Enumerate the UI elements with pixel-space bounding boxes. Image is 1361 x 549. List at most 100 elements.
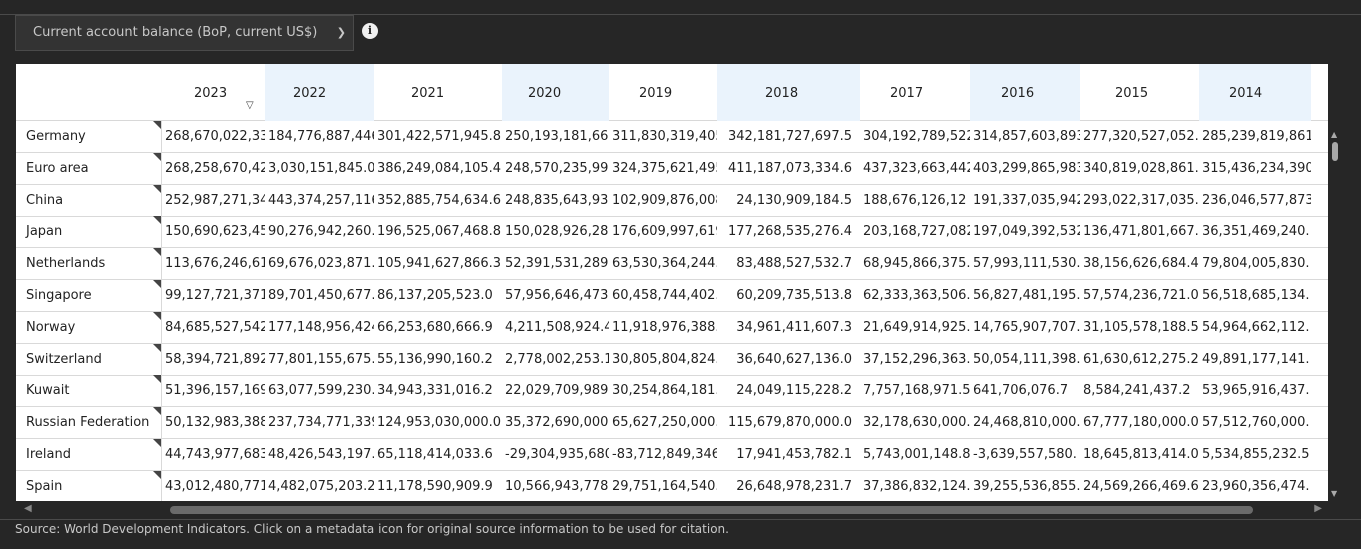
column-header-5[interactable]: 2018 [717, 64, 860, 121]
value-cell: 11,178,590,909.9 [377, 478, 493, 494]
value-cell: 77,801,155,675. [268, 351, 374, 367]
value-cell: 176,609,997,619 [612, 224, 717, 240]
value-cell: 99,127,721,371. [165, 288, 265, 303]
top-divider [0, 14, 1361, 15]
value-cell: 56,518,685,134. [1202, 288, 1310, 303]
vertical-scrollbar[interactable]: ▲ ▼ [1328, 130, 1344, 500]
value-cell: 29,751,164,540. [612, 478, 717, 494]
value-cell: 115,679,870,000.0 [727, 415, 852, 431]
chevron-down-icon: ❯ [336, 26, 346, 39]
indicator-select[interactable]: Current account balance (BoP, current US… [15, 15, 354, 51]
value-cell: 86,137,205,523.0 [377, 288, 493, 303]
value-cell: 48,426,543,197. [268, 447, 374, 462]
indicator-select-value: Current account balance (BoP, current US… [33, 25, 318, 40]
value-cell: 65,118,414,033.6 [377, 447, 493, 462]
country-cell[interactable]: Russian Federation [16, 407, 162, 439]
value-cell: 69,676,023,871. [268, 256, 374, 272]
column-header-9[interactable]: 2014 [1199, 64, 1311, 121]
scroll-down-icon[interactable]: ▼ [1331, 489, 1338, 498]
column-header-1[interactable]: 2022 [265, 64, 374, 121]
value-cell: 3,030,151,845.0 [268, 160, 374, 176]
value-cell: 21,649,914,925. [863, 319, 970, 335]
value-cell: 57,512,760,000. [1202, 415, 1310, 431]
metadata-corner-icon[interactable] [153, 470, 161, 479]
value-cell: 248,570,235,999 [505, 160, 609, 176]
country-cell[interactable]: China [16, 184, 162, 216]
column-header-3[interactable]: 2020 [502, 64, 609, 121]
column-header-8[interactable]: 2015 [1115, 86, 1149, 101]
value-cell: 23,960,356,474. [1202, 478, 1310, 494]
metadata-corner-icon[interactable] [153, 152, 161, 161]
value-cell: 34,961,411,607.3 [736, 319, 852, 335]
metadata-corner-icon[interactable] [153, 407, 161, 416]
country-cell[interactable]: Spain [16, 470, 162, 501]
horizontal-scroll-thumb[interactable] [170, 506, 1253, 514]
country-label: Japan [26, 224, 63, 240]
value-cell: 324,375,621,495 [612, 160, 717, 176]
metadata-corner-icon[interactable] [153, 216, 161, 225]
country-cell[interactable]: Netherlands [16, 248, 162, 280]
info-icon[interactable]: i [362, 23, 378, 39]
metadata-corner-icon[interactable] [153, 311, 161, 320]
country-cell[interactable]: Japan [16, 216, 162, 248]
country-label: China [26, 192, 64, 208]
table-row: Russian Federation 50,132,983,388. 237,734… [16, 407, 1328, 440]
country-label: Ireland [26, 447, 71, 462]
horizontal-scrollbar[interactable]: ◀ ▶ [16, 501, 1328, 518]
bottom-divider [0, 519, 1361, 520]
country-label: Germany [26, 129, 86, 144]
value-cell: 10,566,943,778. [505, 478, 609, 494]
country-label: Russian Federation [26, 415, 150, 431]
country-label: Norway [26, 319, 76, 335]
country-cell[interactable]: Ireland [16, 439, 162, 470]
value-cell: 30,254,864,181. [612, 383, 717, 399]
metadata-corner-icon[interactable] [153, 184, 161, 193]
value-cell: 14,765,907,707. [973, 319, 1080, 335]
metadata-corner-icon[interactable] [153, 343, 161, 352]
country-cell[interactable]: Norway [16, 311, 162, 343]
table-row: Norway 84,685,527,542. 177,148,956,424 66,2… [16, 311, 1328, 344]
value-cell: 31,105,578,188.5 [1083, 319, 1199, 335]
value-cell: 113,676,246,61 [165, 256, 265, 272]
scroll-up-icon[interactable]: ▲ [1331, 130, 1338, 139]
metadata-corner-icon[interactable] [153, 280, 161, 288]
value-cell: 124,953,030,000.0 [377, 415, 502, 431]
table-row: Japan 150,690,623,45190,276,942,260.196,5… [16, 216, 1328, 249]
value-cell: 11,918,976,388. [612, 319, 717, 335]
value-cell: 177,148,956,424 [268, 319, 374, 335]
column-header-4[interactable]: 2019 [639, 86, 673, 101]
metadata-corner-icon[interactable] [153, 121, 161, 129]
sort-descending-icon[interactable]: ▽ [246, 100, 254, 111]
scroll-right-icon[interactable]: ▶ [1314, 503, 1322, 514]
metadata-corner-icon[interactable] [153, 375, 161, 384]
table-row: Germany 268,670,022,330184,776,887,446301… [16, 121, 1328, 153]
value-cell: 24,468,810,000. [973, 415, 1080, 431]
value-cell: 268,258,670,420 [165, 160, 265, 176]
value-cell: 150,028,926,280 [505, 224, 609, 240]
value-cell: 102,909,876,008 [612, 192, 717, 208]
value-cell: 65,627,250,000. [612, 415, 717, 431]
country-cell[interactable]: Singapore [16, 280, 162, 311]
country-cell[interactable]: Euro area [16, 152, 162, 184]
country-cell[interactable]: Switzerland [16, 343, 162, 375]
value-cell: 57,574,236,721.0 [1083, 288, 1199, 303]
vertical-scroll-thumb[interactable] [1332, 142, 1338, 161]
value-cell: 237,734,771,339 [268, 415, 374, 431]
column-header-0[interactable]: 2023 [194, 86, 228, 101]
table-row: Spain 43,012,480,771. 4,482,075,203.2 11,17… [16, 470, 1328, 501]
value-cell: 35,372,690,000. [505, 415, 609, 431]
value-cell: 89,701,450,677. [268, 288, 374, 303]
column-header-2[interactable]: 2021 [411, 86, 445, 101]
value-cell: 50,132,983,388. [165, 415, 265, 431]
metadata-corner-icon[interactable] [153, 248, 161, 257]
value-cell: 54,964,662,112. [1202, 319, 1310, 335]
value-cell: 196,525,067,468.8 [377, 224, 502, 240]
value-cell: 68,945,866,375. [863, 256, 970, 272]
column-header-7[interactable]: 2016 [970, 64, 1080, 121]
metadata-corner-icon[interactable] [153, 439, 161, 447]
data-table: 2023 2022 2021 2020 2019 2018 2017 2016 2015 2014… [16, 64, 1328, 501]
country-cell[interactable]: Kuwait [16, 375, 162, 407]
column-header-6[interactable]: 2017 [890, 86, 924, 101]
scroll-left-icon[interactable]: ◀ [24, 503, 32, 514]
country-cell[interactable]: Germany [16, 121, 162, 152]
